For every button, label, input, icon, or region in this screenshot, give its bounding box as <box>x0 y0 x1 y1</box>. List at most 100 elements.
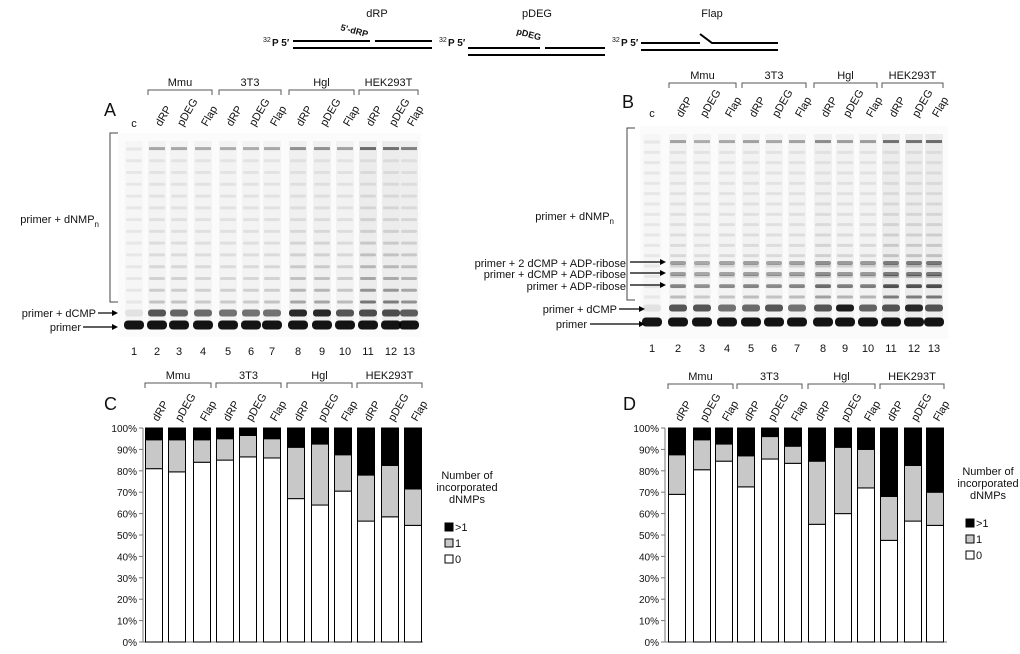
gel-a-ladder-band <box>195 253 211 257</box>
gel-a-ladder-band <box>337 147 353 151</box>
chart-d-lane-substrate-label: pDEG <box>909 392 934 424</box>
gel-b-ladder-band <box>837 181 853 185</box>
gel-a-ladder-band <box>264 241 280 245</box>
chart-c-bar-segment <box>287 498 305 643</box>
gel-b-ladder-band <box>837 212 853 216</box>
gel-b-ladder-band <box>860 202 876 206</box>
gel-b-ladder-band <box>670 274 686 278</box>
chart-d-bar-segment <box>904 427 922 466</box>
chart-d-bar-segment <box>715 460 733 643</box>
gel-b-dcmp-band <box>669 304 687 312</box>
gel-b-adp-band <box>926 284 942 288</box>
gel-b-top-band <box>815 140 831 143</box>
gel-b-ladder-band <box>815 264 831 268</box>
gel-a-top-band <box>383 147 399 150</box>
gel-a-ladder-band <box>290 171 306 175</box>
chart-d-bar-segment <box>926 427 944 493</box>
gel-b-adp-band <box>670 261 686 265</box>
gel-b-ladder-band <box>719 223 735 227</box>
gel-b-ladder-band <box>926 274 942 278</box>
gel-a-band-arrowhead <box>112 310 118 316</box>
gel-a-ladder-band <box>290 300 306 304</box>
gel-b-ladder-band <box>694 264 710 268</box>
gel-a-primer-band <box>312 320 332 330</box>
chart-c-lane-substrate-label: dRP <box>150 399 171 424</box>
chart-d-bar-segment <box>926 524 944 643</box>
gel-b-band-arrowhead <box>639 321 645 327</box>
p32-superscript-pdeg: 32 <box>439 37 447 44</box>
chart-d-bar-segment <box>784 445 802 464</box>
chart-d-bar-segment <box>668 493 686 643</box>
gel-a-ladder-band <box>360 218 376 222</box>
gel-a-ladder-band <box>264 171 280 175</box>
chart-c-bar-segment <box>239 456 257 643</box>
gel-b-dcmp-band <box>693 304 711 312</box>
chart-c-bar-segment <box>311 427 329 445</box>
gel-b-cell-line-label: 3T3 <box>765 70 784 82</box>
gel-a-dnmp-bracket <box>109 132 118 303</box>
gel-b-ladder-band <box>815 274 831 278</box>
gel-a-lane-substrate-label: pDEG <box>318 97 343 129</box>
gel-b-dcmp-band <box>925 304 943 312</box>
gel-b-ladder-band <box>815 171 831 175</box>
chart-c-bar-segment <box>216 438 234 461</box>
gel-b-ladder-band <box>766 254 782 258</box>
gel-a-ladder-band <box>243 288 259 292</box>
gel-a-ladder-band <box>314 218 330 222</box>
gel-b-ladder-band <box>719 254 735 258</box>
chart-d-y-tick-label: 20% <box>639 595 659 606</box>
gel-b-adp-band <box>694 261 710 265</box>
gel-b-lane-number: 7 <box>794 343 800 355</box>
gel-a-ladder-band <box>243 171 259 175</box>
gel-b-ladder-band <box>789 264 805 268</box>
gel-b-dcmp-band <box>836 304 854 312</box>
gel-b-top-band <box>766 140 782 143</box>
gel-a-ladder-band <box>360 288 376 292</box>
gel-a-ladder-band <box>149 147 165 151</box>
gel-b-ladder-band <box>670 223 686 227</box>
gel-a-lane-number: 12 <box>385 346 397 358</box>
gel-a-ladder-band <box>126 265 142 269</box>
substrate-title-drp: dRP <box>366 8 387 20</box>
gel-b-ladder-band <box>860 150 876 154</box>
gel-b-ladder-band <box>860 233 876 237</box>
gel-a-ladder-band <box>401 218 417 222</box>
gel-a-lane-substrate-label: dRP <box>224 104 245 129</box>
chart-c-bar-segment <box>168 471 186 643</box>
gel-b-ladder-band <box>883 233 899 237</box>
gel-b-ladder-band <box>766 274 782 278</box>
gel-a-lane-substrate-label: dRP <box>153 104 174 129</box>
gel-b-ladder-band <box>670 233 686 237</box>
gel-a-ladder-band <box>195 288 211 292</box>
gel-a-ladder-band <box>360 253 376 257</box>
substrate-schematics: dRP pDEG Flap 32 P 5′ 5'-dRP 32 P 5′ pDE… <box>263 8 778 56</box>
gel-b-ladder-band <box>743 223 759 227</box>
gel-a-bracket-2 <box>288 89 355 95</box>
gel-b-top-band <box>883 140 899 143</box>
chart-c-cell-line-label: 3T3 <box>239 370 258 382</box>
gel-a-ladder-band <box>401 300 417 304</box>
gel-a-ladder-band <box>171 288 187 292</box>
gel-b-ladder-band <box>670 212 686 216</box>
chart-c-y-tick-label: 100% <box>111 424 137 435</box>
gel-a-top-band <box>290 147 306 150</box>
gel-b-adp-band <box>860 272 876 276</box>
chart-c-bar-segment <box>168 427 186 441</box>
gel-b-gel-image <box>640 126 948 339</box>
gel-b-ladder-band <box>815 202 831 206</box>
gel-b-top-band <box>860 140 876 143</box>
gel-a-ladder-band <box>149 171 165 175</box>
chart-d-bar-segment <box>737 427 755 457</box>
gel-b-ladder-band <box>837 223 853 227</box>
gel-a-ladder-band <box>264 182 280 186</box>
gel-a-ladder-band <box>290 182 306 186</box>
gel-b-band-label: primer + ADP-ribose <box>527 281 626 293</box>
gel-a-dcmp-band <box>359 309 377 317</box>
gel-a-ladder-band <box>264 218 280 222</box>
gel-b-ladder-band <box>926 285 942 289</box>
gel-a-ladder-band <box>290 229 306 233</box>
gel-a-ladder-band <box>220 241 236 245</box>
gel-b-dcmp-band <box>742 304 760 312</box>
gel-a-ladder-band <box>401 194 417 198</box>
gel-b-top-band <box>743 140 759 143</box>
